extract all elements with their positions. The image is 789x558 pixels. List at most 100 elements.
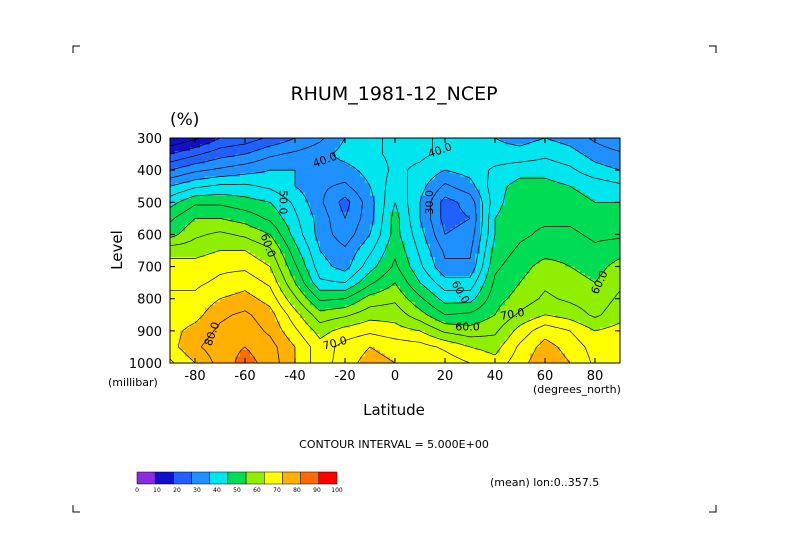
heatmap-cell (585, 273, 591, 277)
heatmap-cell (610, 186, 616, 191)
heatmap-cell (405, 224, 411, 229)
heatmap-cell (200, 192, 206, 197)
heatmap-cell (605, 263, 611, 268)
heatmap-cell (370, 295, 376, 300)
heatmap-cell (265, 285, 271, 290)
heatmap-cell (565, 183, 571, 187)
heatmap-cell (370, 138, 376, 142)
heatmap-cell (610, 154, 616, 158)
heatmap-cell (480, 250, 486, 255)
heatmap-cell (255, 234, 261, 239)
heatmap-cell (235, 260, 241, 264)
heatmap-cell (485, 279, 491, 284)
heatmap-cell (240, 144, 246, 149)
heatmap-cell (215, 202, 221, 207)
heatmap-cell (605, 269, 611, 274)
heatmap-cell (430, 160, 436, 165)
heatmap-cell (320, 234, 326, 239)
heatmap-cell (265, 295, 271, 300)
heatmap-cell (405, 218, 411, 223)
heatmap-cell (170, 224, 176, 229)
heatmap-cell (250, 144, 256, 149)
heatmap-cell (250, 282, 256, 287)
heatmap-cell (565, 179, 571, 184)
heatmap-cell (410, 215, 416, 219)
heatmap-cell (580, 285, 586, 290)
heatmap-cell (240, 282, 246, 287)
heatmap-cell (595, 276, 601, 281)
heatmap-cell (495, 141, 501, 146)
heatmap-cell (420, 269, 426, 274)
heatmap-cell (515, 269, 521, 274)
heatmap-cell (415, 170, 421, 174)
heatmap-cell (595, 308, 601, 313)
heatmap-cell (400, 189, 406, 194)
heatmap-cell (230, 266, 236, 271)
heatmap-cell (325, 253, 331, 258)
heatmap-cell (255, 311, 261, 316)
heatmap-cell (505, 237, 511, 242)
heatmap-cell (195, 311, 201, 316)
heatmap-cell (270, 150, 276, 155)
heatmap-cell (355, 289, 361, 293)
heatmap-cell (590, 205, 596, 210)
heatmap-cell (430, 163, 436, 168)
heatmap-cell (340, 276, 346, 281)
heatmap-cell (225, 189, 231, 194)
heatmap-cell (215, 295, 221, 300)
heatmap-cell (580, 215, 586, 219)
heatmap-cell (235, 224, 241, 229)
heatmap-cell (270, 160, 276, 165)
heatmap-cell (360, 138, 366, 142)
heatmap-cell (245, 260, 251, 264)
heatmap-cell (460, 170, 466, 174)
heatmap-cell (320, 240, 326, 245)
heatmap-cell (595, 305, 601, 309)
heatmap-cell (490, 176, 496, 181)
heatmap-cell (360, 215, 366, 219)
heatmap-cell (435, 240, 441, 245)
heatmap-cell (575, 150, 581, 155)
heatmap-cell (615, 250, 620, 255)
heatmap-cell (320, 176, 326, 181)
heatmap-cell (500, 311, 506, 316)
heatmap-cell (540, 215, 546, 219)
heatmap-cell (525, 160, 531, 165)
heatmap-cell (490, 311, 496, 316)
heatmap-cell (325, 195, 331, 200)
heatmap-cell (515, 256, 521, 261)
heatmap-cell (290, 183, 296, 187)
heatmap-cell (320, 147, 326, 152)
heatmap-cell (185, 273, 191, 277)
heatmap-cell (175, 305, 181, 309)
heatmap-cell (175, 276, 181, 281)
heatmap-cell (485, 205, 491, 210)
heatmap-cell (395, 186, 401, 191)
heatmap-cell (585, 269, 591, 274)
heatmap-cell (425, 199, 431, 203)
heatmap-cell (480, 173, 486, 178)
heatmap-cell (415, 247, 421, 252)
heatmap-cell (315, 298, 321, 303)
heatmap-cell (605, 170, 611, 174)
heatmap-cell (465, 147, 471, 152)
heatmap-cell (415, 244, 421, 248)
heatmap-cell (400, 224, 406, 229)
heatmap-cell (520, 247, 526, 252)
heatmap-cell (190, 192, 196, 197)
heatmap-cell (225, 199, 231, 203)
heatmap-cell (305, 260, 311, 264)
heatmap-cell (240, 276, 246, 281)
heatmap-cell (550, 221, 556, 226)
heatmap-cell (300, 269, 306, 274)
heatmap-cell (555, 266, 561, 271)
heatmap-cell (550, 218, 556, 223)
heatmap-cell (430, 263, 436, 268)
heatmap-cell (420, 292, 426, 297)
heatmap-cell (510, 292, 516, 297)
heatmap-cell (435, 202, 441, 207)
heatmap-cell (510, 308, 516, 313)
heatmap-cell (210, 266, 216, 271)
heatmap-cell (530, 295, 536, 300)
heatmap-cell (350, 301, 356, 306)
